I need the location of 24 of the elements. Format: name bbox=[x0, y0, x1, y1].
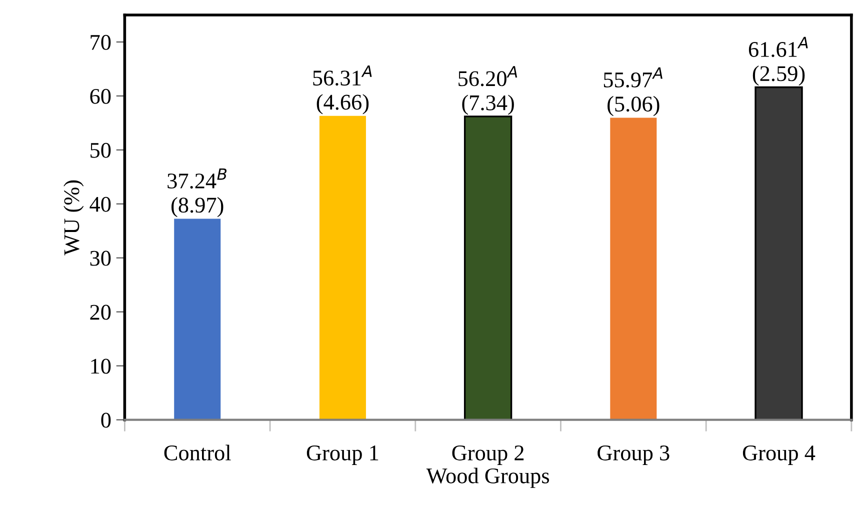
y-tick-label: 20 bbox=[90, 304, 111, 320]
x-tick-label: Group 3 bbox=[598, 446, 670, 465]
data-label: 56.31$^{A}$ (4.66) bbox=[313, 66, 372, 114]
bar bbox=[174, 218, 221, 420]
x-tick-label: Control bbox=[164, 444, 231, 460]
x-axis-title: Wood Groups bbox=[426, 468, 550, 488]
data-label: 56.20$^{A}$ (7.34) bbox=[458, 66, 518, 115]
y-axis-title: WU (%) bbox=[64, 180, 84, 256]
data-label: 37.24$^{B}$ (8.97) bbox=[168, 168, 227, 218]
y-tick-label: 30 bbox=[90, 250, 111, 266]
x-tick-label: Group 4 bbox=[742, 446, 816, 465]
y-tick-label: 50 bbox=[90, 142, 111, 158]
y-tick-label: 0 bbox=[101, 412, 111, 428]
bar bbox=[610, 118, 657, 420]
bar bbox=[754, 86, 803, 420]
bar bbox=[319, 116, 366, 420]
x-tick-label: Group 1 bbox=[306, 446, 378, 465]
y-tick-label: 70 bbox=[90, 34, 111, 50]
y-tick-label: 10 bbox=[91, 358, 111, 374]
y-tick-label: 40 bbox=[90, 196, 111, 212]
data-label: 55.97$^{A}$ (5.06) bbox=[604, 67, 662, 116]
data-label: 61.61$^{A}$ (2.59) bbox=[748, 36, 808, 86]
y-tick-label: 60 bbox=[90, 88, 111, 104]
x-tick-label: Group 2 bbox=[452, 446, 524, 465]
